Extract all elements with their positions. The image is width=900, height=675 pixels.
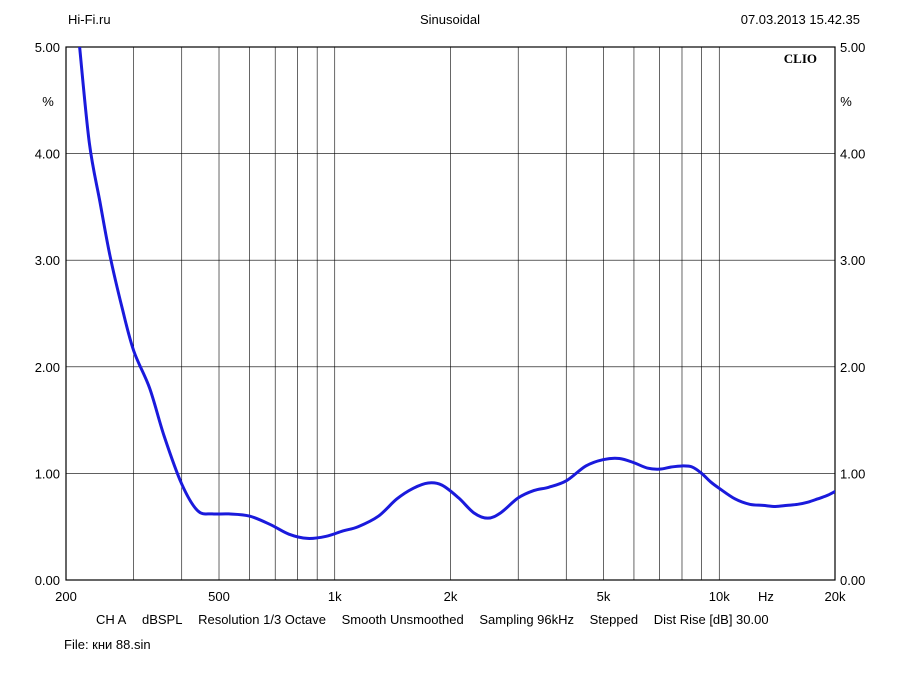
y-tick-label-left: 0.00 [35,573,60,588]
y-tick-label-right: 5.00 [840,40,865,55]
setting-smoothing: Smooth Unsmoothed [341,612,464,627]
y-unit-left: % [42,94,54,109]
x-tick-label: 10k [709,589,730,604]
y-tick-label-right: 4.00 [840,147,865,162]
y-tick-label-right: 3.00 [840,253,865,268]
x-gridlines [133,47,720,580]
series-layer [78,47,835,540]
header-site: Hi-Fi.ru [68,12,111,27]
x-tick-label: 1k [328,589,342,604]
y-tick-label-right: 0.00 [840,573,865,588]
x-tick-label: 200 [55,589,77,604]
header-timestamp: 07.03.2013 15.42.35 [740,12,860,27]
setting-stepped: Stepped [589,612,639,627]
file-name: File: кни 88.sin [64,637,151,652]
setting-dist-rise: Dist Rise [dB] 30.00 [653,612,769,627]
y-unit-right: % [840,94,852,109]
setting-unit: dBSPL [141,612,183,627]
clio-brand: CLIO [784,51,817,66]
setting-sampling: Sampling 96kHz [479,612,575,627]
x-tick-label: 5k [597,589,611,604]
x-tick-label: 500 [208,589,230,604]
x-tick-label: 2k [444,589,458,604]
y-tick-label-left: 1.00 [35,466,60,481]
y-tick-label-left: 3.00 [35,253,60,268]
x-tick-label: 20k [825,589,846,604]
y-tick-label-left: 4.00 [35,147,60,162]
distortion-series-line [78,47,835,540]
setting-channel: CH A [96,612,127,627]
measurement-settings: CH A dBSPL Resolution 1/3 Octave Smooth … [96,612,781,627]
y-tick-label-right: 2.00 [840,360,865,375]
x-tick-labels: 200 500 1k 2k 5k 10k 20k [55,589,846,604]
plot-frame [65,46,836,581]
y-tick-label-left: 2.00 [35,360,60,375]
y-tick-labels: 0.00 0.00 1.00 1.00 2.00 2.00 3.00 3.00 4.00 4.00… [35,40,866,588]
header-measurement-type: Sinusoidal [420,12,480,27]
x-unit-label: Hz [758,589,774,604]
setting-resolution: Resolution 1/3 Octave [198,612,326,627]
y-tick-label-right: 1.00 [840,466,865,481]
y-tick-label-left: 5.00 [35,40,60,55]
